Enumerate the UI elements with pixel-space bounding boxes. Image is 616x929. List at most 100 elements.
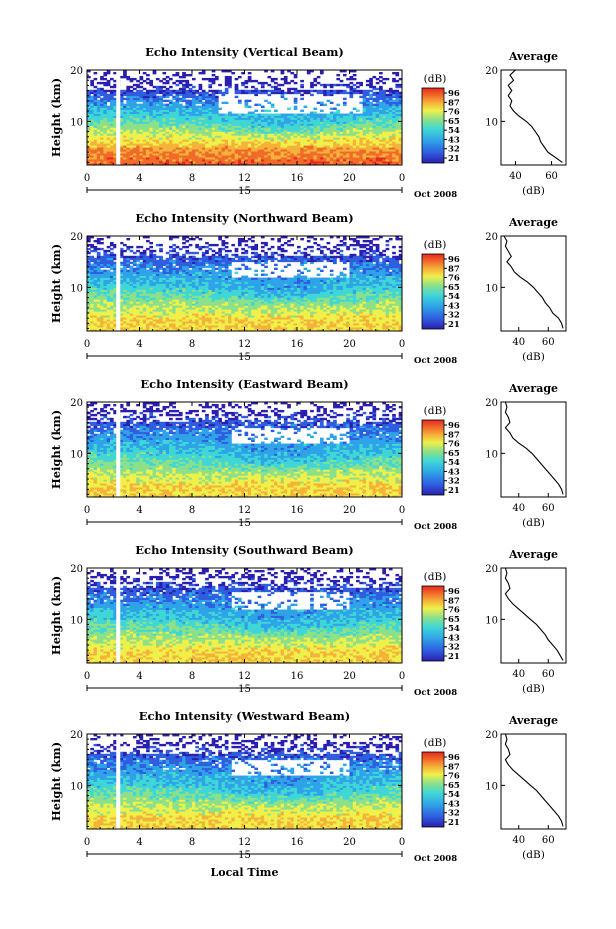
heatmap-cell bbox=[395, 107, 400, 110]
heatmap-cell bbox=[218, 151, 222, 154]
heatmap-cell bbox=[165, 307, 170, 310]
heatmap-cell bbox=[126, 301, 131, 304]
heatmap-cell bbox=[359, 113, 364, 116]
heatmap-cell bbox=[162, 95, 167, 99]
heatmap-cell bbox=[139, 117, 144, 120]
heatmap-cell bbox=[119, 125, 124, 128]
heatmap-cell bbox=[356, 151, 360, 154]
heatmap-cell bbox=[359, 325, 364, 328]
heatmap-cell bbox=[224, 70, 229, 73]
heatmap-cell bbox=[257, 311, 262, 314]
heatmap-cell bbox=[205, 305, 209, 308]
heatmap-cell bbox=[201, 119, 206, 122]
heatmap-cell bbox=[192, 153, 196, 156]
heatmap-cell bbox=[224, 315, 229, 318]
heatmap-cell bbox=[382, 151, 386, 154]
heatmap-cell bbox=[392, 119, 396, 122]
heatmap-cell bbox=[182, 153, 186, 156]
heatmap-cell bbox=[136, 309, 140, 312]
heatmap-cell bbox=[303, 321, 308, 324]
heatmap-cell bbox=[254, 321, 259, 324]
heatmap-cell bbox=[372, 139, 377, 142]
heatmap-cell bbox=[293, 321, 298, 324]
heatmap-cell bbox=[146, 105, 150, 109]
heatmap-cell bbox=[146, 303, 150, 306]
heatmap-cell bbox=[362, 161, 367, 164]
heatmap-cell bbox=[280, 135, 285, 138]
heatmap-cell bbox=[336, 137, 341, 140]
heatmap-cell bbox=[228, 157, 232, 160]
heatmap-cell bbox=[188, 121, 193, 124]
heatmap-cell bbox=[96, 127, 101, 130]
heatmap-cell bbox=[155, 103, 160, 107]
heatmap-cell bbox=[129, 131, 134, 134]
heatmap-cell bbox=[175, 329, 180, 332]
heatmap-cell bbox=[319, 123, 324, 126]
heatmap-cell bbox=[149, 325, 154, 328]
heatmap-cell bbox=[155, 317, 160, 320]
heatmap-cell bbox=[326, 303, 331, 306]
heatmap-cell bbox=[142, 115, 147, 118]
heatmap-cell bbox=[149, 321, 154, 324]
heatmap-cell bbox=[290, 307, 295, 310]
heatmap-cell bbox=[300, 307, 304, 310]
heatmap-cell bbox=[283, 79, 288, 83]
heatmap-cell bbox=[139, 149, 144, 152]
heatmap-cell bbox=[172, 121, 176, 124]
heatmap-cell bbox=[369, 133, 373, 136]
heatmap-cell bbox=[365, 151, 370, 154]
heatmap-cell bbox=[346, 159, 350, 162]
heatmap-cell bbox=[244, 145, 249, 148]
heatmap-cell bbox=[126, 103, 131, 107]
heatmap-cell bbox=[201, 71, 206, 75]
heatmap-cell bbox=[339, 119, 344, 122]
heatmap-cell bbox=[214, 119, 219, 122]
heatmap-cell bbox=[375, 147, 380, 150]
heatmap-cell bbox=[339, 161, 344, 164]
heatmap-cell bbox=[172, 151, 176, 154]
heatmap-cell bbox=[93, 153, 98, 156]
heatmap-cell bbox=[172, 319, 176, 322]
heatmap-cell bbox=[185, 127, 190, 130]
heatmap-cell bbox=[395, 125, 400, 128]
heatmap-cell bbox=[165, 301, 170, 304]
heatmap-cell bbox=[211, 119, 216, 122]
heatmap-cell bbox=[146, 155, 150, 158]
heatmap-cell bbox=[352, 305, 357, 308]
heatmap-cell bbox=[126, 321, 131, 324]
heatmap-cell bbox=[372, 103, 377, 107]
heatmap-cell bbox=[201, 103, 206, 107]
heatmap-cell bbox=[175, 163, 180, 166]
heatmap-cell bbox=[382, 81, 386, 85]
heatmap-cell bbox=[192, 161, 196, 164]
heatmap-cell bbox=[356, 133, 360, 136]
heatmap-cell bbox=[385, 323, 390, 326]
heatmap-cell bbox=[319, 307, 324, 310]
heatmap-cell bbox=[297, 141, 301, 144]
heatmap-cell bbox=[349, 91, 354, 95]
heatmap-cell bbox=[375, 309, 380, 312]
heatmap-cell bbox=[211, 77, 216, 81]
heatmap-cell bbox=[155, 113, 160, 116]
heatmap-cell bbox=[257, 103, 262, 107]
heatmap-cell bbox=[93, 131, 98, 134]
heatmap-cell bbox=[280, 325, 285, 328]
heatmap-cell bbox=[211, 317, 216, 320]
heatmap-cell bbox=[214, 77, 219, 81]
heatmap-cell bbox=[365, 321, 370, 324]
heatmap-cell bbox=[142, 107, 147, 110]
heatmap-cell bbox=[192, 123, 196, 126]
heatmap-cell bbox=[132, 321, 137, 324]
heatmap-cell bbox=[231, 321, 236, 324]
heatmap-cell bbox=[136, 317, 140, 320]
heatmap-cell bbox=[388, 117, 393, 120]
heatmap-cell bbox=[136, 119, 140, 122]
heatmap-cell bbox=[182, 133, 186, 136]
heatmap-cell bbox=[185, 307, 190, 310]
heatmap-cell bbox=[185, 89, 190, 93]
heatmap-cell bbox=[100, 151, 104, 154]
heatmap-cell bbox=[369, 159, 373, 162]
heatmap-cell bbox=[119, 107, 124, 110]
heatmap-cell bbox=[182, 107, 186, 110]
heatmap-cell bbox=[290, 317, 295, 320]
